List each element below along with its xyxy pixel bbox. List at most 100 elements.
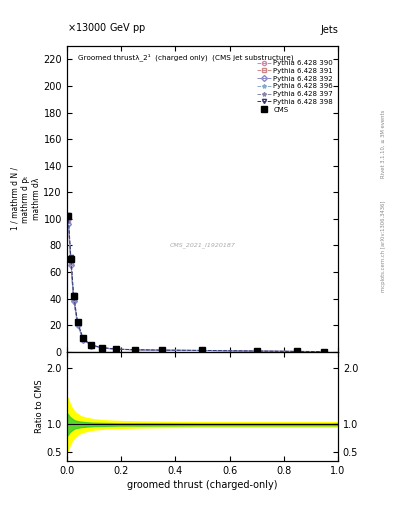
Pythia 6.428 398 xyxy=(66,212,70,218)
Pythia 6.428 391 xyxy=(254,348,259,354)
Pythia 6.428 397 xyxy=(113,346,118,352)
Pythia 6.428 398 xyxy=(100,345,105,351)
Pythia 6.428 391 xyxy=(75,322,80,328)
Pythia 6.428 398 xyxy=(132,347,137,353)
Pythia 6.428 391 xyxy=(71,297,76,303)
Pythia 6.428 396 xyxy=(160,347,164,353)
Pythia 6.428 391 xyxy=(113,346,118,352)
Text: Jets: Jets xyxy=(320,26,338,35)
Pythia 6.428 390 xyxy=(68,258,73,264)
CMS xyxy=(66,213,70,219)
Pythia 6.428 397 xyxy=(254,348,259,354)
Pythia 6.428 390 xyxy=(254,348,259,354)
Pythia 6.428 396 xyxy=(322,349,327,355)
Pythia 6.428 398 xyxy=(254,348,259,354)
Pythia 6.428 398 xyxy=(295,348,300,354)
Line: Pythia 6.428 398: Pythia 6.428 398 xyxy=(66,212,327,354)
Pythia 6.428 392 xyxy=(81,336,85,343)
Text: CMS_2021_I1920187: CMS_2021_I1920187 xyxy=(169,242,235,248)
Pythia 6.428 397 xyxy=(89,343,94,349)
Pythia 6.428 392 xyxy=(100,345,105,351)
Pythia 6.428 398 xyxy=(200,347,205,353)
Line: Pythia 6.428 396: Pythia 6.428 396 xyxy=(66,216,327,354)
Pythia 6.428 396 xyxy=(295,348,300,354)
Y-axis label: 1 / mathrm d N /
mathrm d pₜ
mathrm dλ: 1 / mathrm d N / mathrm d pₜ mathrm dλ xyxy=(11,167,40,230)
Pythia 6.428 397 xyxy=(295,348,300,354)
Pythia 6.428 398 xyxy=(322,349,327,355)
Pythia 6.428 398 xyxy=(160,347,164,353)
Pythia 6.428 391 xyxy=(81,336,85,343)
CMS xyxy=(254,348,259,354)
Pythia 6.428 392 xyxy=(68,262,73,268)
Pythia 6.428 397 xyxy=(100,345,105,351)
Pythia 6.428 396 xyxy=(66,215,70,221)
Pythia 6.428 390 xyxy=(200,348,205,354)
Pythia 6.428 396 xyxy=(200,347,205,353)
Pythia 6.428 391 xyxy=(160,347,164,353)
CMS xyxy=(100,345,105,351)
CMS xyxy=(322,349,327,355)
Pythia 6.428 398 xyxy=(113,346,118,352)
Pythia 6.428 391 xyxy=(132,347,137,353)
Pythia 6.428 397 xyxy=(68,258,73,264)
Y-axis label: Ratio to CMS: Ratio to CMS xyxy=(35,379,44,433)
Pythia 6.428 392 xyxy=(75,322,80,328)
Text: Groomed thrustλ_2¹  (charged only)  (CMS jet substructure): Groomed thrustλ_2¹ (charged only) (CMS j… xyxy=(78,54,293,61)
Pythia 6.428 397 xyxy=(81,336,85,342)
Pythia 6.428 390 xyxy=(71,295,76,302)
Pythia 6.428 396 xyxy=(132,347,137,353)
Pythia 6.428 392 xyxy=(254,348,259,354)
Pythia 6.428 397 xyxy=(200,348,205,354)
Pythia 6.428 396 xyxy=(254,348,259,354)
Pythia 6.428 391 xyxy=(89,343,94,349)
CMS xyxy=(160,347,164,353)
Line: Pythia 6.428 391: Pythia 6.428 391 xyxy=(66,219,327,354)
Pythia 6.428 392 xyxy=(66,221,70,227)
Pythia 6.428 398 xyxy=(71,291,76,297)
Pythia 6.428 392 xyxy=(113,346,118,352)
Line: Pythia 6.428 390: Pythia 6.428 390 xyxy=(66,217,327,354)
CMS xyxy=(132,347,137,353)
CMS xyxy=(71,293,76,299)
Pythia 6.428 391 xyxy=(322,349,327,355)
Line: Pythia 6.428 397: Pythia 6.428 397 xyxy=(66,218,327,354)
Pythia 6.428 392 xyxy=(71,298,76,304)
Pythia 6.428 390 xyxy=(322,349,327,355)
Pythia 6.428 398 xyxy=(75,319,80,326)
Pythia 6.428 397 xyxy=(66,217,70,223)
Pythia 6.428 396 xyxy=(75,320,80,326)
CMS xyxy=(295,348,300,354)
Pythia 6.428 390 xyxy=(75,321,80,327)
Pythia 6.428 392 xyxy=(200,348,205,354)
Text: mcplots.cern.ch [arXiv:1306.3436]: mcplots.cern.ch [arXiv:1306.3436] xyxy=(381,200,386,291)
Pythia 6.428 398 xyxy=(81,335,85,342)
Text: $\times$13000 GeV pp: $\times$13000 GeV pp xyxy=(67,22,146,35)
Line: Pythia 6.428 392: Pythia 6.428 392 xyxy=(66,222,327,354)
Pythia 6.428 392 xyxy=(160,347,164,353)
Pythia 6.428 390 xyxy=(89,342,94,348)
CMS xyxy=(89,342,94,348)
Pythia 6.428 391 xyxy=(66,219,70,225)
Pythia 6.428 396 xyxy=(89,342,94,348)
Pythia 6.428 392 xyxy=(295,348,300,354)
Pythia 6.428 391 xyxy=(200,348,205,354)
Pythia 6.428 390 xyxy=(295,348,300,354)
CMS xyxy=(68,255,73,262)
Pythia 6.428 390 xyxy=(81,336,85,342)
Pythia 6.428 396 xyxy=(100,345,105,351)
CMS xyxy=(81,335,85,342)
Pythia 6.428 396 xyxy=(81,335,85,342)
Pythia 6.428 397 xyxy=(75,321,80,327)
Pythia 6.428 396 xyxy=(71,294,76,300)
Pythia 6.428 390 xyxy=(66,216,70,222)
Pythia 6.428 391 xyxy=(295,348,300,354)
Pythia 6.428 392 xyxy=(322,349,327,355)
Pythia 6.428 391 xyxy=(68,260,73,266)
Text: Rivet 3.1.10, ≥ 3M events: Rivet 3.1.10, ≥ 3M events xyxy=(381,109,386,178)
Pythia 6.428 397 xyxy=(322,349,327,355)
Pythia 6.428 396 xyxy=(68,257,73,263)
Pythia 6.428 392 xyxy=(89,343,94,349)
Line: CMS: CMS xyxy=(65,214,327,354)
Pythia 6.428 396 xyxy=(113,346,118,352)
Pythia 6.428 397 xyxy=(71,295,76,302)
